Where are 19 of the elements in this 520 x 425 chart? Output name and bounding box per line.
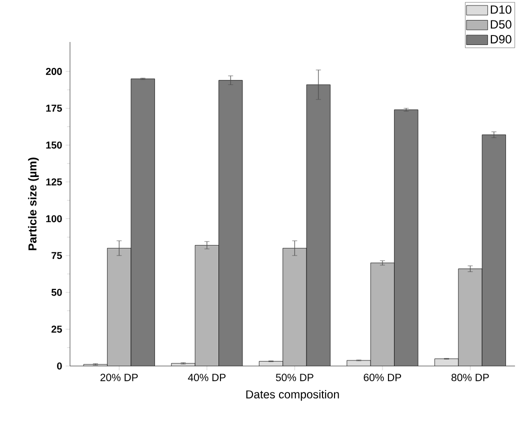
y-tick-label: 25 bbox=[51, 326, 62, 333]
y-tick-label: 200 bbox=[46, 68, 62, 75]
y-tick-label: 125 bbox=[46, 178, 62, 186]
x-axis-title: Dates composition bbox=[246, 390, 339, 401]
y-tick-label: 0 bbox=[57, 362, 62, 370]
y-axis-title: Particle size (µm) bbox=[28, 158, 39, 250]
y-tick-label: 75 bbox=[52, 252, 62, 260]
y-tick-label: 100 bbox=[46, 215, 62, 222]
x-tick-label: 80% DP bbox=[452, 374, 489, 382]
x-tick-label: 50% DP bbox=[276, 374, 314, 382]
y-tick-label: 150 bbox=[46, 142, 62, 149]
x-tick-label: 40% DP bbox=[188, 374, 226, 382]
x-tick-label: 20% DP bbox=[100, 374, 138, 382]
legend-label: D50 bbox=[490, 20, 512, 29]
y-tick-label: 175 bbox=[46, 104, 62, 112]
legend-label: D90 bbox=[490, 34, 512, 44]
y-tick-label: 50 bbox=[51, 288, 62, 296]
legend-label: D10 bbox=[490, 5, 512, 14]
x-tick-label: 60% DP bbox=[364, 374, 402, 382]
